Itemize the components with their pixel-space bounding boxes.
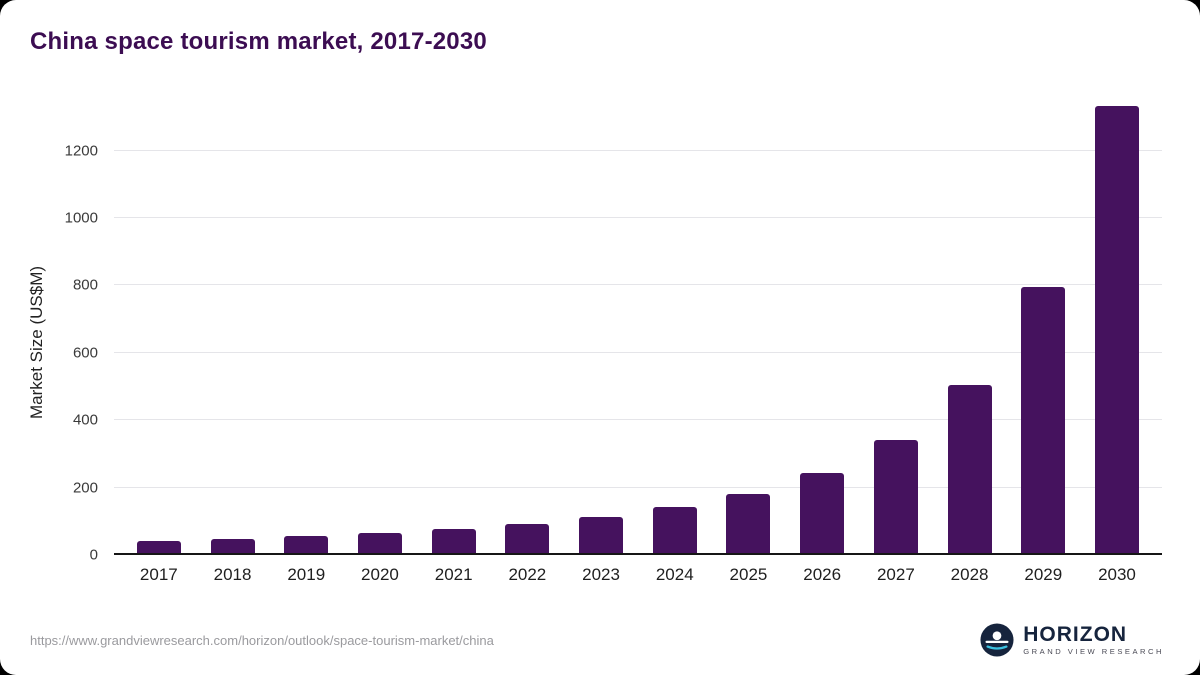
x-tick-label: 2022 (508, 565, 547, 584)
x-tick-label: 2019 (287, 565, 326, 584)
x-tick-label: 2027 (876, 565, 915, 584)
x-tick-label: 2017 (139, 565, 178, 584)
plot-region: 0 200 400 600 800 1000 1200 2017 2018 2019 2020 20… (65, 100, 1162, 585)
x-tick-label: 2030 (1098, 565, 1136, 584)
gridline (114, 351, 1162, 353)
x-tick-label: 2024 (655, 565, 694, 584)
x-tick-label: 2028 (950, 565, 989, 584)
x-tick-label: 2021 (434, 565, 473, 584)
logo-subtitle: GRAND VIEW RESEARCH (1023, 647, 1164, 657)
logo-title: HORIZON (1023, 623, 1128, 647)
horizon-logo: HORIZON GRAND VIEW RESEARCH (980, 623, 1164, 657)
gridline (114, 486, 1162, 488)
y-axis-label: Market Size (US$M) (27, 265, 46, 420)
bar-2029 (1021, 287, 1066, 555)
bar-2028 (947, 384, 992, 555)
x-tick-label: 2018 (213, 565, 252, 584)
bar-chart: Market Size (US$M) 0 200 400 600 800 1000 1200… (22, 100, 1162, 585)
x-tick-label: 2023 (582, 565, 620, 584)
y-tick-label: 1200 (64, 142, 98, 160)
bars-group (114, 100, 1162, 555)
plot-area: 0 200 400 600 800 1000 1200 (65, 100, 1162, 564)
horizon-logo-icon (980, 623, 1014, 657)
bar-2022 (505, 524, 550, 555)
x-tick-label: 2029 (1024, 565, 1063, 584)
y-tick-label: 400 (72, 411, 98, 429)
logo-text: HORIZON GRAND VIEW RESEARCH (1023, 624, 1164, 656)
x-tick-label: 2025 (729, 565, 768, 584)
x-axis-line (114, 553, 1162, 555)
bar-2017 (136, 541, 181, 555)
y-tick-label: 600 (72, 344, 98, 362)
bar-2021 (431, 529, 476, 555)
bar-2027 (873, 440, 918, 555)
y-tick-label: 200 (72, 479, 98, 497)
bar-2026 (800, 473, 845, 555)
gridline (114, 419, 1162, 421)
gridline (114, 149, 1162, 151)
gridline (114, 216, 1162, 218)
y-tick-label: 800 (72, 276, 98, 294)
x-tick-label: 2026 (803, 565, 842, 584)
bar-2020 (357, 533, 402, 555)
y-tick-label: 0 (89, 546, 98, 564)
y-tick-label: 1000 (64, 209, 98, 227)
bar-2025 (726, 494, 771, 555)
x-tick-label: 2020 (361, 565, 399, 584)
chart-title: China space tourism market, 2017-2030 (30, 28, 487, 55)
bar-2030 (1094, 106, 1139, 555)
gridline (114, 284, 1162, 286)
footer: https://www.grandviewresearch.com/horizo… (0, 623, 1200, 657)
bar-2024 (652, 507, 697, 555)
bar-2018 (210, 538, 255, 555)
source-url: https://www.grandviewresearch.com/horizo… (30, 632, 494, 648)
bar-2023 (579, 516, 624, 555)
bar-2019 (284, 536, 329, 555)
x-axis-labels: 2017 2018 2019 2020 2021 2022 2023 2024 2025 2026… (114, 565, 1162, 585)
